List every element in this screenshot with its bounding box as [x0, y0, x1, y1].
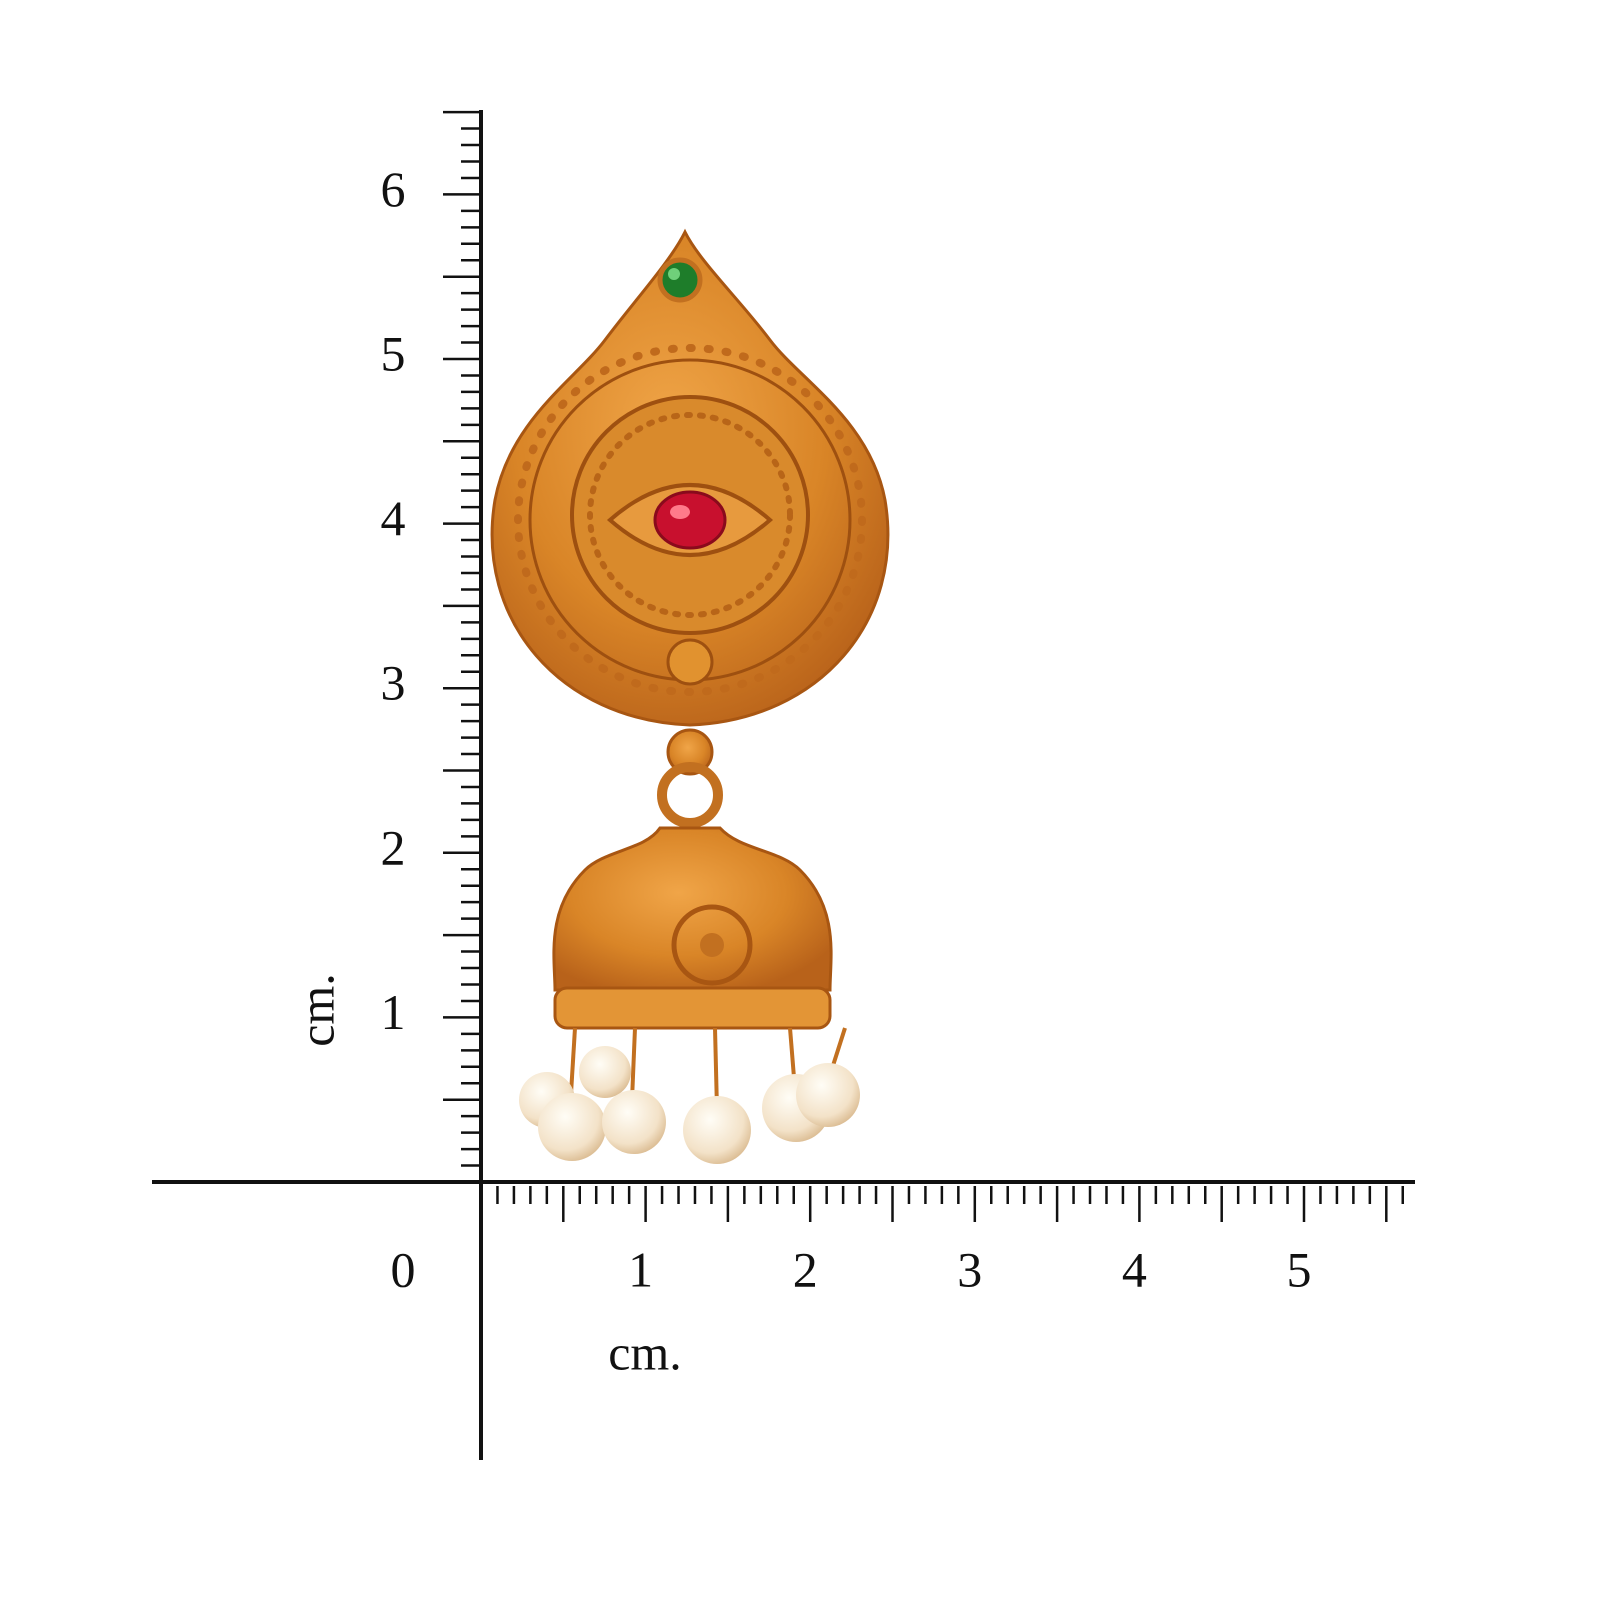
y-label: 1	[381, 984, 406, 1040]
x-label: 5	[1287, 1241, 1312, 1297]
x-label: 3	[957, 1241, 982, 1297]
x-label: 2	[793, 1241, 818, 1297]
y-unit: cm.	[288, 973, 344, 1047]
x-unit: cm.	[608, 1324, 682, 1380]
y-label: 4	[381, 490, 406, 546]
earring	[490, 228, 890, 1164]
ruler-ticks	[443, 110, 1405, 1222]
y-label: 6	[381, 161, 406, 217]
y-label: 3	[381, 655, 406, 711]
x-label: 4	[1122, 1241, 1147, 1297]
y-label: 2	[381, 819, 406, 875]
y-label: 5	[381, 325, 406, 381]
origin-label: 0	[391, 1241, 416, 1297]
x-label: 1	[628, 1241, 653, 1297]
